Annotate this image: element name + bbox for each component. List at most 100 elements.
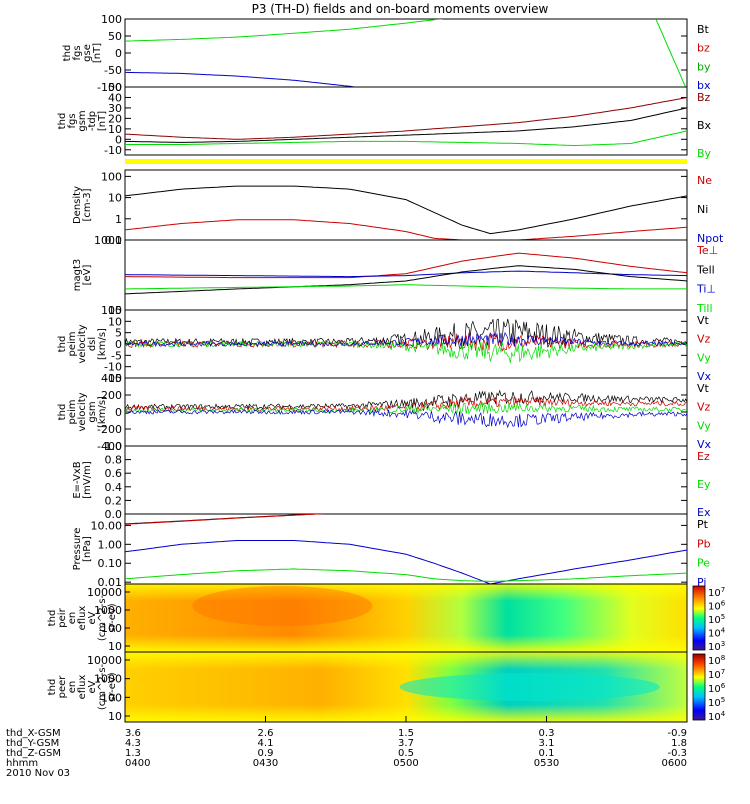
series-group [125,514,687,584]
series-line-Ne [125,219,687,240]
y-tick-label: 1000 [94,673,122,686]
series-line-Till [125,284,687,290]
series-line-Vt [125,318,687,349]
colorbar-tick-label: 108 [708,654,725,667]
y-tick-label: -5 [111,349,122,362]
legend-entry: Te⊥ [696,244,718,257]
y-axis-label: dsl [87,337,98,351]
colorbar-tick-label: 103 [708,640,725,653]
y-axis-label: en [67,681,78,694]
legend-entry: Vt [697,382,710,395]
colorbar [692,653,706,721]
date-label: 2010 Nov 03 [6,768,70,779]
y-tick-label: 0.4 [105,481,123,494]
x-tick-label: 0530 [534,758,559,769]
y-tick-label: 1 [115,213,122,226]
colorbar-tick-label: 107 [708,586,725,599]
x-tick-label: 0430 [253,758,278,769]
y-tick-label: 10000 [87,586,122,599]
y-tick-label: -10 [104,144,122,157]
x-tick-label: 0.9 [258,748,274,759]
colorbar-tick-label: 104 [708,710,726,723]
y-axis-label: eV [87,680,98,693]
legend-entry: Pe [697,557,710,570]
y-tick-label: 0 [115,406,122,419]
legend-entry: Ni [697,203,708,216]
series-group [125,97,687,147]
y-tick-label: 0.0 [105,508,123,521]
x-axis-labels: thd_X-GSM 3.6 2.6 1.5 0.3 -0.9 thd_Y-GSM 4.3 4.1… [6,716,688,779]
y-axis-label: [km/s] [97,328,108,360]
y-tick-label: 10 [108,192,122,205]
y-axis-label: peim [67,331,78,356]
y-axis-label: fgs [67,113,78,128]
y-axis-label: peir [57,607,68,627]
legend-entry: Vt [697,314,710,327]
y-tick-label: 0 [115,133,122,146]
y-tick-label: 1000 [94,234,122,247]
x-tick-label: 1.8 [671,738,687,749]
y-axis-label: peim [67,399,78,424]
y-tick-label: 20 [108,112,122,125]
series-line-Vz [125,396,687,413]
x-tick-label: 0.1 [539,748,555,759]
y-axis-label: thd [47,610,58,627]
x-tick-label: -0.9 [667,728,687,739]
colorbar [692,585,706,651]
y-axis-label: E=-VxB [72,461,83,498]
series-line-Pi [125,540,687,584]
colorbar-tick-label: 106 [708,682,726,695]
y-tick-label: 1000 [94,604,122,617]
y-tick-label: 30 [108,102,122,115]
y-axis-label: thd [57,404,68,421]
legend-entry: Vy [697,351,711,364]
series-line-Vy [125,402,687,416]
y-tick-label: 100 [101,622,122,635]
y-tick-label: 10000 [87,654,122,667]
separator-band [125,159,687,164]
legend-entry: Ti⊥ [696,283,716,296]
legend-entry: Ez [697,450,710,463]
y-tick-label: 100 [101,13,122,26]
spectrogram-core [399,673,660,701]
series-line-Ni [125,185,687,235]
axis-frame [124,445,688,515]
y-axis-label: thd [57,336,68,353]
legend-entry: Pb [697,537,711,550]
x-row-label: thd_Z-GSM [6,748,61,759]
y-axis-label: [nPa] [82,536,93,562]
y-tick-label: 0 [115,47,122,60]
legend-entry: Npot [697,232,724,245]
panel-peim_vel_gsm: thd peim velocity gsm [km/s] 400 200 0 -200 -400 V… [57,372,712,453]
series-line-Vz [125,332,687,352]
y-axis-label: peer [57,675,68,699]
legend-entry: Pt [697,518,709,531]
legend-entry: Vy [697,419,711,432]
y-tick-label: 0.01 [98,576,123,589]
y-tick-label: 0 [115,338,122,351]
series-line-by [125,19,687,87]
legend-entry: Bt [697,23,710,36]
legend-entry: Till [696,302,713,315]
y-axis-label: gsm [77,110,88,131]
x-tick-label: 3.6 [125,728,141,739]
series-line-Vx [125,331,687,348]
series-group [125,185,687,240]
y-axis-label: Density [72,186,83,224]
x-row-label: hhmm [6,758,38,769]
y-axis-label: eflux [77,606,88,631]
y-tick-label: 100 [101,691,122,704]
y-axis-label: gsm [87,401,98,422]
y-axis-label: Pressure [72,528,83,571]
figure-title: P3 (TH-D) fields and on-board moments ov… [252,2,549,16]
x-tick-label: 0.5 [398,748,414,759]
legend-entry: bz [697,42,710,55]
y-tick-label: -100 [97,81,122,94]
series-line-Vx [125,409,687,429]
series-group [125,318,687,364]
